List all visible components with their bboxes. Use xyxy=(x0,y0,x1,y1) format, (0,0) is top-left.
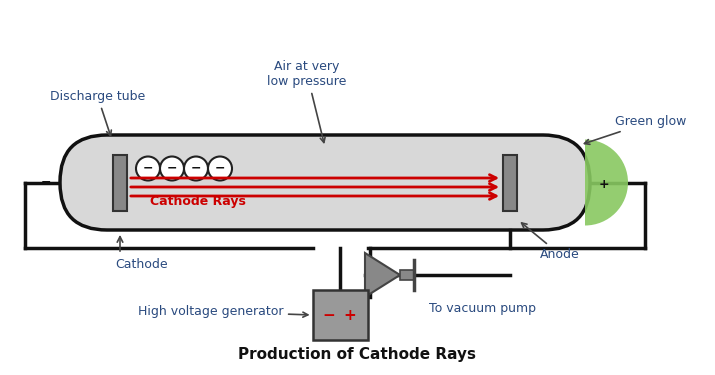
Text: Green glow: Green glow xyxy=(584,115,686,144)
Text: +: + xyxy=(343,308,356,322)
Bar xyxy=(312,290,368,340)
Text: −: − xyxy=(167,162,177,175)
Circle shape xyxy=(184,156,208,180)
Circle shape xyxy=(160,156,184,180)
Text: Discharge tube: Discharge tube xyxy=(50,90,145,136)
Bar xyxy=(113,154,127,210)
Circle shape xyxy=(136,156,160,180)
Text: −: − xyxy=(143,162,153,175)
Text: Cathode Rays: Cathode Rays xyxy=(150,195,246,207)
Circle shape xyxy=(208,156,232,180)
Text: −: − xyxy=(214,162,225,175)
Text: To vacuum pump: To vacuum pump xyxy=(429,302,536,315)
Bar xyxy=(503,154,517,210)
Polygon shape xyxy=(365,253,400,297)
Text: Cathode: Cathode xyxy=(115,258,167,271)
Wedge shape xyxy=(585,140,628,225)
Bar xyxy=(400,270,414,280)
Text: Anode: Anode xyxy=(521,223,580,261)
Text: −: − xyxy=(191,162,201,175)
Text: −: − xyxy=(322,308,335,322)
Text: +: + xyxy=(598,178,609,191)
Text: −: − xyxy=(41,175,51,188)
Text: High voltage generator: High voltage generator xyxy=(137,305,308,318)
FancyBboxPatch shape xyxy=(60,135,590,230)
Text: Air at very
low pressure: Air at very low pressure xyxy=(267,60,347,142)
Text: Production of Cathode Rays: Production of Cathode Rays xyxy=(238,347,476,362)
